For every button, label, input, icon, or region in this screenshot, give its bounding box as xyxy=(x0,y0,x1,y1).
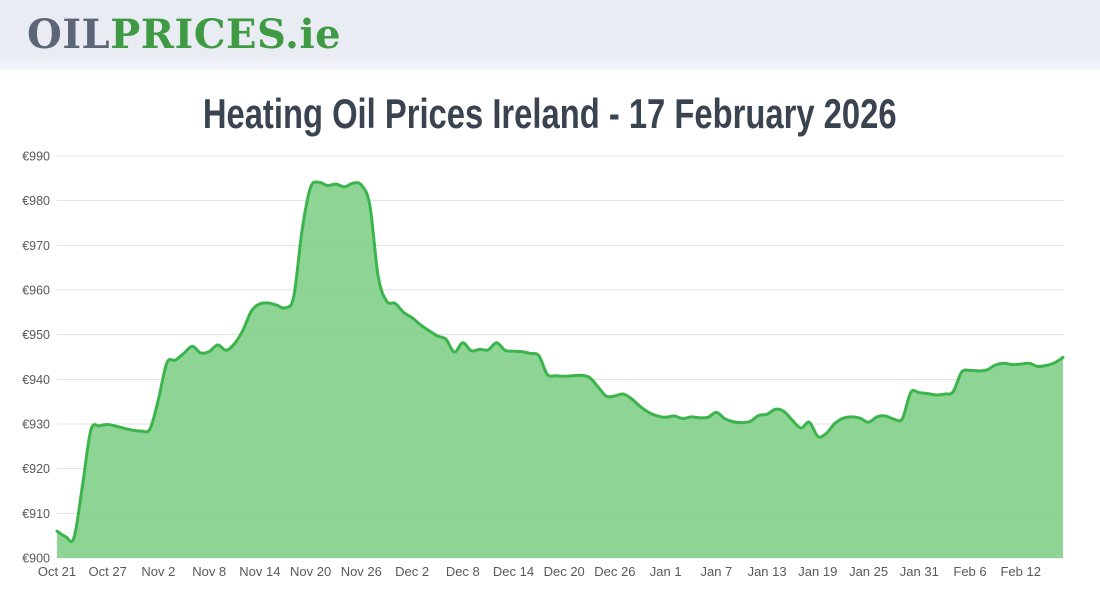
x-axis-label: Dec 2 xyxy=(395,564,429,579)
x-axis-label: Nov 8 xyxy=(192,564,226,579)
x-axis-label: Jan 1 xyxy=(650,564,682,579)
x-axis-label: Jan 25 xyxy=(849,564,888,579)
logo-text-oil: OIL xyxy=(27,11,111,58)
x-axis-label: Dec 20 xyxy=(544,564,585,579)
x-axis-label: Oct 27 xyxy=(89,564,127,579)
x-axis-label: Feb 12 xyxy=(1000,564,1040,579)
price-line xyxy=(55,180,1065,543)
x-axis-labels: Oct 21 Oct 27 Nov 2 Nov 8 Nov 14 Nov 20 Nov 26… xyxy=(38,564,1041,579)
x-axis-label: Jan 13 xyxy=(748,564,787,579)
x-axis-label: Nov 14 xyxy=(239,564,280,579)
page-title: Heating Oil Prices Ireland - 17 February… xyxy=(0,90,1100,138)
page-title-text: Heating Oil Prices Ireland - 17 February… xyxy=(203,90,897,137)
y-axis-label: €970 xyxy=(22,239,50,253)
x-axis-label: Jan 7 xyxy=(700,564,732,579)
logo-text-tld: .ie xyxy=(285,11,342,58)
x-axis-label: Oct 21 xyxy=(38,564,76,579)
site-logo[interactable]: OILPRICES.ie xyxy=(27,15,341,55)
y-axis-label: €950 xyxy=(22,328,50,342)
y-axis-label: €930 xyxy=(22,418,50,432)
logo-text-prices: PRICES xyxy=(110,11,286,58)
y-axis-labels: €900 €910 €920 €930 €940 €950 €960 €970 €980 €990 xyxy=(22,150,50,566)
x-axis-label: Nov 20 xyxy=(290,564,331,579)
x-axis-label: Dec 8 xyxy=(446,564,480,579)
area-fill xyxy=(57,181,1063,558)
x-axis-label: Jan 19 xyxy=(798,564,837,579)
y-axis-label: €990 xyxy=(22,150,50,164)
y-axis-label: €910 xyxy=(22,507,50,521)
x-axis-label: Nov 2 xyxy=(141,564,175,579)
area-chart-svg: €900 €910 €920 €930 €940 €950 €960 €970 €980 €990… xyxy=(22,150,1065,579)
y-axis-label: €900 xyxy=(22,552,50,566)
y-axis-label: €940 xyxy=(22,373,50,387)
heating-oil-price-chart: €900 €910 €920 €930 €940 €950 €960 €970 €980 €990… xyxy=(0,143,1100,600)
y-axis-label: €980 xyxy=(22,194,50,208)
x-axis-label: Jan 31 xyxy=(900,564,939,579)
site-header: OILPRICES.ie xyxy=(0,0,1100,70)
x-axis-label: Dec 26 xyxy=(594,564,635,579)
y-axis-label: €920 xyxy=(22,462,50,476)
x-axis-label: Dec 14 xyxy=(493,564,534,579)
y-axis-label: €960 xyxy=(22,284,50,298)
x-axis-label: Feb 6 xyxy=(953,564,986,579)
x-axis-label: Nov 26 xyxy=(341,564,382,579)
